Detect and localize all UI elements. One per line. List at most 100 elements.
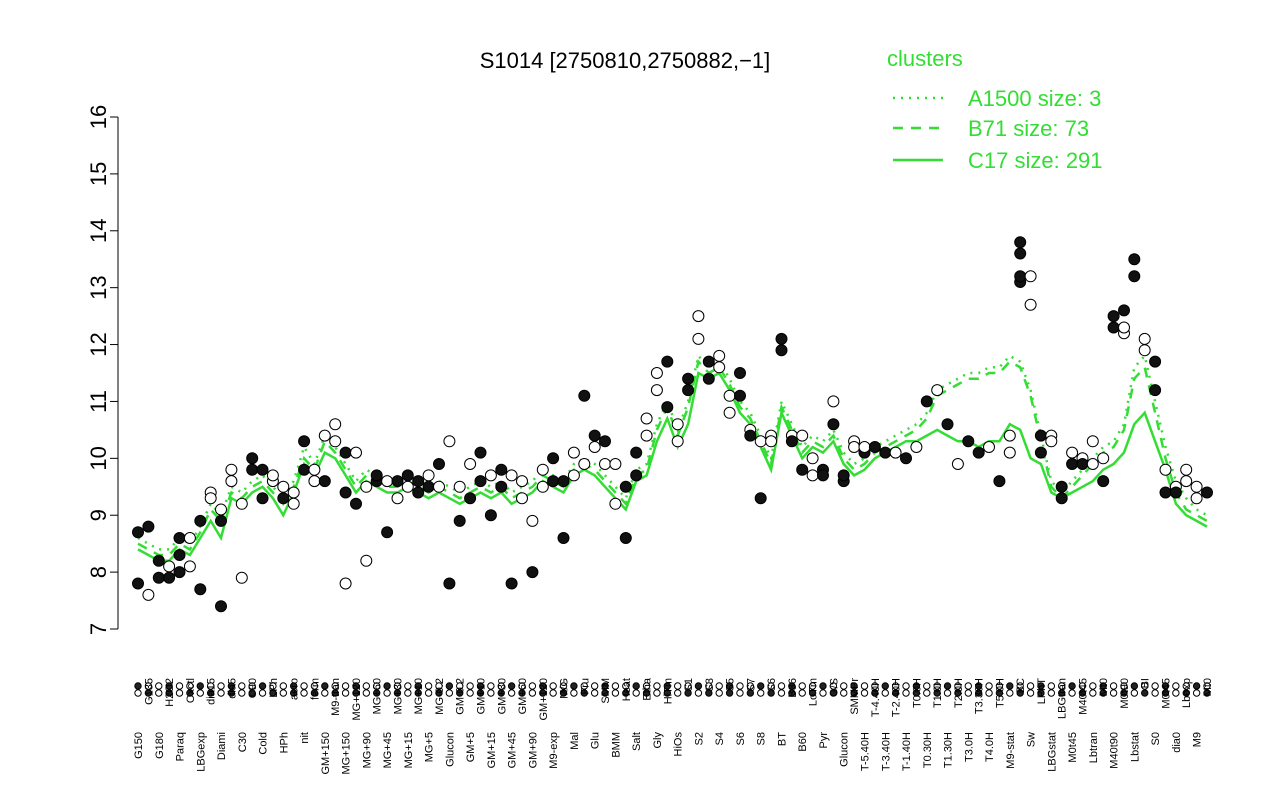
x-marker <box>238 689 246 697</box>
data-point <box>422 469 435 482</box>
x-marker <box>684 682 692 690</box>
x-marker <box>1006 689 1014 697</box>
data-point <box>1138 332 1151 345</box>
data-point <box>785 435 798 448</box>
x-marker <box>1203 689 1211 697</box>
x-marker <box>528 682 537 690</box>
data-point <box>1014 270 1027 283</box>
data-point <box>588 441 601 453</box>
data-point <box>266 469 279 482</box>
legend-title: clusters <box>887 46 963 71</box>
x-tick-label: LoTm <box>808 678 820 706</box>
x-marker <box>1182 682 1190 690</box>
data-point <box>412 486 425 499</box>
x-marker <box>497 682 505 690</box>
x-marker <box>611 682 620 690</box>
data-point <box>464 458 477 470</box>
x-tick-label: T-3.40H <box>880 732 892 771</box>
y-tick-label: 13 <box>86 275 111 299</box>
y-tick-label: 10 <box>86 446 111 470</box>
data-point <box>889 446 902 459</box>
data-point <box>505 469 518 482</box>
series-line-b71 <box>137 358 1208 557</box>
x-marker <box>995 682 1004 690</box>
x-marker <box>974 689 983 697</box>
x-marker <box>1192 682 1201 690</box>
x-marker <box>352 689 360 697</box>
x-marker <box>331 689 339 697</box>
x-marker <box>1047 682 1056 690</box>
x-marker <box>341 689 350 697</box>
x-marker <box>1203 682 1211 690</box>
y-tick-label: 16 <box>86 105 111 129</box>
data-point <box>308 475 321 488</box>
x-marker <box>902 682 910 690</box>
data-point <box>381 526 394 539</box>
data-point <box>287 497 300 510</box>
x-marker <box>466 682 474 690</box>
x-marker <box>777 689 786 697</box>
data-point <box>723 389 736 402</box>
data-point <box>1097 452 1110 465</box>
x-marker <box>767 682 775 690</box>
data-point <box>1180 463 1193 476</box>
data-point <box>536 480 549 493</box>
x-tick-label: HPh <box>278 732 290 753</box>
data-point <box>775 344 788 357</box>
x-marker <box>860 682 869 690</box>
data-point <box>1107 321 1120 334</box>
data-point <box>744 429 757 442</box>
x-tick-label: MG+120 <box>351 678 363 721</box>
x-tick-label: BI <box>1140 678 1152 688</box>
x-tick-label: G150 <box>133 732 145 759</box>
y-tick-label: 14 <box>86 219 111 243</box>
x-tick-label: T3.0H <box>963 732 975 762</box>
x-marker <box>881 682 889 690</box>
data-point <box>142 520 155 533</box>
data-point <box>972 446 985 459</box>
x-marker <box>144 682 153 690</box>
x-tick-label: MG+15 <box>403 732 415 768</box>
x-marker <box>767 689 775 697</box>
x-marker <box>1161 682 1170 690</box>
x-marker <box>1068 689 1076 697</box>
x-marker <box>1120 689 1128 697</box>
x-tick-label: T1.0H <box>932 678 944 708</box>
x-marker <box>258 689 267 697</box>
data-point <box>453 514 466 527</box>
x-marker <box>580 682 588 690</box>
x-tick-label: Lbexp <box>1181 678 1193 708</box>
x-tick-label: T0.0H <box>911 678 923 708</box>
x-marker <box>891 689 900 697</box>
x-tick-label: M9-tran <box>330 678 342 716</box>
data-point <box>1180 475 1193 488</box>
x-marker <box>1089 682 1097 690</box>
x-marker <box>539 682 547 690</box>
data-point <box>1003 446 1016 459</box>
data-point <box>277 480 290 493</box>
data-point <box>547 475 560 488</box>
data-point <box>754 492 767 505</box>
x-marker <box>943 689 952 697</box>
y-tick-label: 15 <box>86 162 111 186</box>
x-marker <box>757 682 765 690</box>
data-point <box>287 486 300 499</box>
data-point <box>1097 475 1110 488</box>
data-point <box>661 401 674 414</box>
y-tick-label: 8 <box>86 566 111 578</box>
data-point <box>640 429 653 442</box>
data-point <box>671 435 684 448</box>
x-tick-label: LBGtran <box>1057 678 1069 719</box>
x-marker <box>1016 689 1024 697</box>
data-point <box>391 492 404 505</box>
data-point <box>713 349 726 362</box>
x-tick-label: Glucon <box>444 732 456 767</box>
x-tick-label: HiOs <box>673 732 685 757</box>
x-marker <box>186 682 194 690</box>
data-point <box>516 492 528 505</box>
x-marker <box>736 689 744 697</box>
y-tick-label: 11 <box>86 390 111 413</box>
x-tick-label: MG+60 <box>372 678 384 714</box>
data-point <box>183 532 196 544</box>
x-tick-label: LBGstat <box>1046 732 1058 772</box>
